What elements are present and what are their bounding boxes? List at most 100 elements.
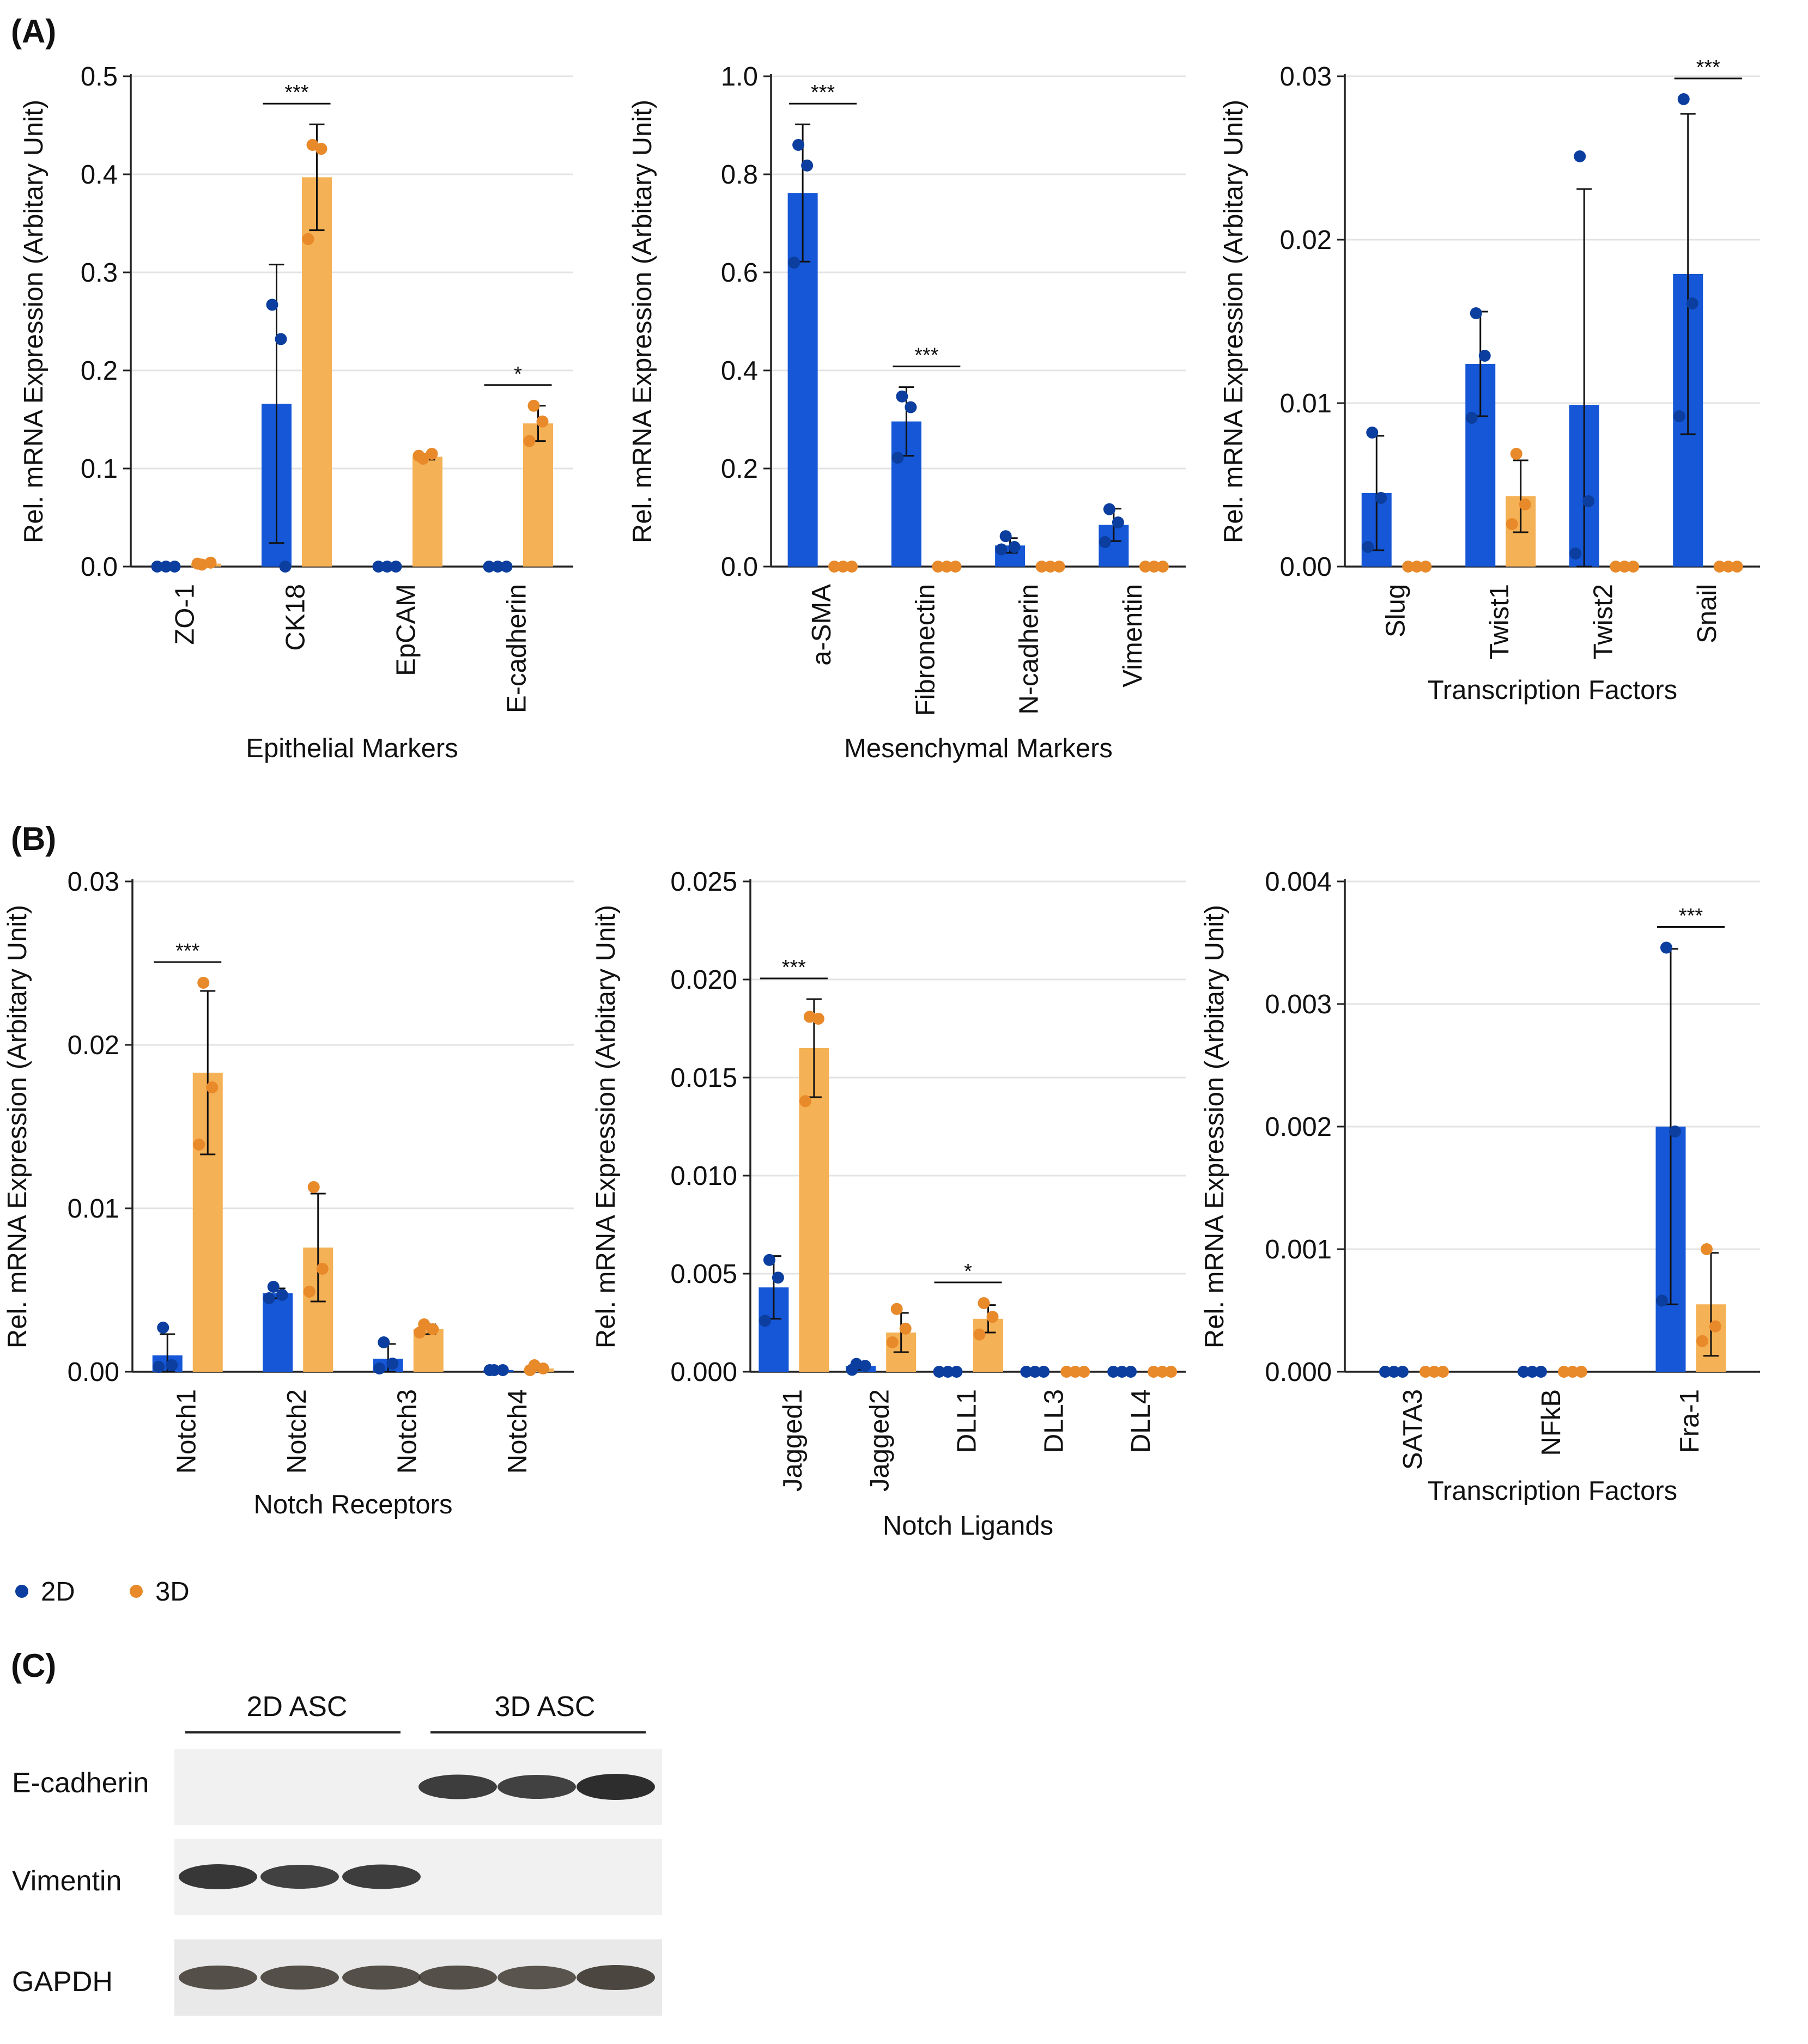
x-tick-label: Fra-1 [1675,1389,1704,1453]
data-point-3d [426,448,438,460]
data-point-3d [303,1286,316,1298]
data-point-2d [381,561,393,573]
data-point-2d [1038,1366,1050,1378]
chart-b1: 0.00 0.01 0.02 0.03 Rel. mRNA Expression (Ar… [3,867,574,1519]
y-tick-label: 0.2 [721,454,758,484]
chart-a3: 0.00 0.01 0.02 0.03 Rel. mRNA Expression (Ar… [1219,56,1760,705]
x-tick-label: DLL1 [952,1389,982,1453]
y-tick-label: 0.000 [670,1358,737,1387]
bar-3d [412,457,442,567]
data-point-3d [315,143,327,155]
data-point-2d [263,1292,275,1304]
data-point-3d [1437,1366,1449,1378]
data-point-3d [523,435,536,447]
data-point-3d [973,1328,986,1341]
y-tick-label: 0.03 [1280,62,1332,92]
x-axis-title: Epithelial Markers [246,734,458,763]
data-point-2d [999,530,1012,543]
y-tick-label: 0.4 [81,160,118,190]
x-axis-title: Mesenchymal Markers [844,734,1113,763]
data-point-3d [1156,1366,1169,1378]
data-point-3d [1148,1366,1160,1378]
data-point-2d [153,1361,165,1373]
data-point-2d [1020,1366,1033,1378]
chart-a2: 0.0 0.2 0.4 0.6 0.8 1.0 Rel. mRNA Expression (… [628,62,1186,763]
data-point-2d [759,1315,771,1327]
y-tick-label: 0.001 [1265,1235,1332,1264]
data-point-2d [390,561,402,573]
data-point-2d [1397,1366,1409,1378]
data-point-2d [933,1366,945,1378]
data-point-3d [1696,1335,1708,1347]
y-tick-label: 0.00 [68,1358,119,1387]
y-axis-title: Rel. mRNA Expression (Arbitary Unit) [1200,905,1229,1348]
significance-label: *** [175,940,200,963]
data-point-2d [1470,307,1482,319]
wb-band [342,1864,421,1889]
data-point-3d [899,1322,912,1335]
data-point-3d [1402,561,1415,573]
data-point-2d [859,1360,871,1372]
x-tick-label: Jagged2 [865,1389,895,1492]
data-point-2d [1535,1366,1547,1378]
y-tick-label: 0.000 [1265,1358,1332,1387]
wb-band [342,1966,421,1990]
data-point-2d [1112,516,1124,528]
y-tick-label: 0.5 [81,62,118,92]
data-point-3d [206,1081,219,1093]
data-point-3d [427,1323,439,1335]
wb-band [497,1775,576,1799]
data-point-2d [1029,1366,1041,1378]
wb-row-label-ecadherin: E-cadherin [12,1767,149,1799]
wb-band [260,1966,339,1990]
bar-3d [523,423,553,567]
data-point-2d [168,561,181,573]
x-tick-label: Fibronectin [911,584,940,716]
data-point-2d [1686,297,1698,309]
data-point-2d [1660,941,1672,954]
wb-group-label-3d: 3D ASC [495,1691,596,1723]
data-point-2d [496,1364,509,1376]
significance-label: *** [914,344,939,367]
data-point-3d [414,1327,426,1339]
data-point-2d [275,333,287,345]
wb-band [179,1966,257,1990]
data-point-2d [1582,495,1595,507]
data-point-2d [1388,1366,1400,1378]
data-point-3d [941,561,953,573]
x-tick-label: DLL3 [1039,1389,1069,1453]
data-point-2d [1673,410,1685,422]
data-point-3d [1610,561,1622,573]
data-point-2d [792,139,805,151]
data-point-2d [151,561,163,573]
x-tick-label: Twist2 [1588,584,1618,660]
wb-band [497,1966,576,1990]
data-point-2d [267,1281,280,1293]
data-point-3d [949,561,962,573]
data-point-2d [763,1254,775,1266]
significance-label: *** [284,81,309,104]
data-point-3d [1419,561,1432,573]
data-point-2d [1569,548,1582,559]
x-tick-label: Notch2 [282,1389,312,1474]
data-point-3d [1510,448,1522,460]
y-tick-label: 0.1 [81,454,118,484]
data-point-2d [386,1358,399,1370]
data-point-3d [1060,1366,1073,1378]
wb-band [577,1774,655,1800]
data-point-2d [1465,412,1478,424]
y-tick-label: 0.004 [1265,867,1332,897]
data-point-2d [1362,541,1374,553]
x-tick-label: Snail [1692,584,1722,643]
y-tick-label: 0.2 [81,356,118,386]
data-point-2d [1574,150,1586,162]
significance-label: * [964,1260,972,1283]
y-tick-label: 0.01 [68,1194,119,1224]
y-tick-label: 0.4 [721,356,758,386]
data-point-3d [986,1311,999,1323]
data-point-2d [1669,1126,1681,1137]
legend-marker-3d [130,1585,143,1598]
data-point-2d [1116,1366,1129,1378]
data-point-2d [1375,492,1387,504]
data-point-3d [1506,518,1518,530]
